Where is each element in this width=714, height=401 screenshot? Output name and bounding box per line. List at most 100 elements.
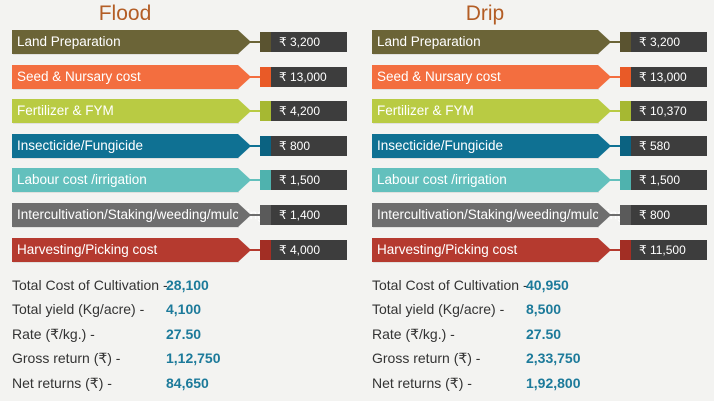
color-swatch bbox=[260, 205, 271, 225]
summary-label: Total Cost of Cultivation - bbox=[12, 277, 168, 293]
connector-line bbox=[250, 144, 260, 147]
cost-item-row: Land Preparation ₹ 3,200 bbox=[12, 30, 350, 54]
cost-item-label: Insecticide/Fungicide bbox=[12, 133, 238, 158]
cost-item-row: Insecticide/Fungicide ₹ 580 bbox=[372, 133, 710, 158]
arrow-pointer-icon bbox=[598, 203, 611, 227]
summary-label: Net returns (₹) - bbox=[12, 374, 112, 391]
color-swatch bbox=[260, 135, 271, 156]
cost-item-value: ₹ 13,000 bbox=[271, 66, 347, 87]
cost-item-label: Land Preparation bbox=[372, 30, 598, 54]
cost-item-value: ₹ 800 bbox=[271, 135, 347, 156]
color-swatch bbox=[620, 135, 631, 156]
connector-line bbox=[250, 75, 260, 78]
cost-item-value: ₹ 4,200 bbox=[271, 101, 347, 122]
cost-item-label: Labour cost /irrigation bbox=[372, 168, 598, 193]
summary-value: 4,100 bbox=[166, 301, 202, 318]
summary-value: 8,500 bbox=[526, 301, 562, 318]
arrow-pointer-icon bbox=[238, 237, 251, 262]
arrow-pointer-icon bbox=[598, 133, 611, 158]
cost-item-label: Harvesting/Picking cost bbox=[12, 237, 238, 262]
arrow-pointer-icon bbox=[238, 99, 251, 124]
cost-item-value: ₹ 1,500 bbox=[271, 170, 347, 191]
connector-line bbox=[610, 214, 620, 216]
color-swatch bbox=[260, 32, 271, 52]
connector-line bbox=[610, 41, 620, 43]
cost-item-row: Intercultivation/Staking/weeding/mulchin… bbox=[12, 203, 350, 227]
color-swatch bbox=[260, 66, 271, 87]
arrow-pointer-icon bbox=[238, 168, 251, 193]
connector-line bbox=[250, 41, 260, 43]
arrow-pointer-icon bbox=[598, 64, 611, 89]
arrow-pointer-icon bbox=[598, 30, 611, 54]
flood-title: Flood bbox=[98, 2, 152, 25]
summary-label: Total yield (Kg/acre) - bbox=[372, 301, 505, 318]
color-swatch bbox=[620, 239, 631, 260]
cost-item-value: ₹ 13,000 bbox=[631, 66, 707, 87]
cost-item-row: Land Preparation ₹ 3,200 bbox=[372, 30, 710, 54]
summary-label: Total Cost of Cultivation - bbox=[372, 277, 528, 293]
cost-item-row: Intercultivation/Staking/weeding/mulchin… bbox=[372, 203, 710, 227]
cost-item-row: Labour cost /irrigation ₹ 1,500 bbox=[372, 168, 710, 193]
connector-line bbox=[250, 248, 260, 251]
drip-title: Drip bbox=[465, 2, 505, 25]
summary-label: Rate (₹/kg.) - bbox=[372, 325, 455, 342]
connector-line bbox=[610, 248, 620, 251]
cost-item-label: Labour cost /irrigation bbox=[12, 168, 238, 193]
cost-item-label: Intercultivation/Staking/weeding/mulchin… bbox=[12, 203, 265, 227]
color-swatch bbox=[620, 205, 631, 225]
cost-item-row: Harvesting/Picking cost ₹ 4,000 bbox=[12, 237, 350, 262]
cost-item-label: Intercultivation/Staking/weeding/mulchin… bbox=[372, 203, 625, 227]
color-swatch bbox=[620, 101, 631, 122]
cost-item-value: ₹ 11,500 bbox=[631, 239, 707, 260]
cost-item-value: ₹ 4,000 bbox=[271, 239, 347, 260]
summary-value: 2,33,750 bbox=[526, 350, 581, 367]
summary-value: 27.50 bbox=[526, 325, 562, 342]
cost-item-value: ₹ 1,400 bbox=[271, 205, 347, 225]
summary-value: 40,950 bbox=[526, 277, 569, 293]
summary-value: 1,92,800 bbox=[526, 374, 581, 391]
cost-item-value: ₹ 1,500 bbox=[631, 170, 707, 191]
summary-value: 28,100 bbox=[166, 277, 209, 293]
connector-line bbox=[610, 110, 620, 113]
arrow-pointer-icon bbox=[598, 237, 611, 262]
connector-line bbox=[250, 214, 260, 216]
cost-item-row: Harvesting/Picking cost ₹ 11,500 bbox=[372, 237, 710, 262]
cost-item-label: Seed & Nursary cost bbox=[12, 64, 238, 89]
arrow-pointer-icon bbox=[238, 30, 251, 54]
color-swatch bbox=[260, 170, 271, 191]
arrow-pointer-icon bbox=[598, 99, 611, 124]
cost-item-value: ₹ 580 bbox=[631, 135, 707, 156]
summary-value: 1,12,750 bbox=[166, 350, 221, 367]
cost-item-row: Seed & Nursary cost ₹ 13,000 bbox=[372, 64, 710, 89]
summary-label: Total yield (Kg/acre) - bbox=[12, 301, 145, 318]
color-swatch bbox=[260, 101, 271, 122]
color-swatch bbox=[260, 239, 271, 260]
cost-item-label: Fertilizer & FYM bbox=[372, 99, 598, 124]
cost-item-value: ₹ 3,200 bbox=[631, 32, 707, 52]
connector-line bbox=[250, 179, 260, 182]
connector-line bbox=[610, 179, 620, 182]
arrow-pointer-icon bbox=[598, 168, 611, 193]
arrow-pointer-icon bbox=[238, 64, 251, 89]
flood-panel: Flood Land Preparation ₹ 3,200 Seed & Nurs… bbox=[0, 0, 350, 401]
connector-line bbox=[250, 110, 260, 113]
arrow-pointer-icon bbox=[238, 203, 251, 227]
cost-item-row: Seed & Nursary cost ₹ 13,000 bbox=[12, 64, 350, 89]
color-swatch bbox=[620, 170, 631, 191]
cost-item-label: Seed & Nursary cost bbox=[372, 64, 598, 89]
connector-line bbox=[610, 144, 620, 147]
arrow-pointer-icon bbox=[238, 133, 251, 158]
cost-item-label: Fertilizer & FYM bbox=[12, 99, 238, 124]
summary-label: Rate (₹/kg.) - bbox=[12, 325, 95, 342]
cost-item-label: Land Preparation bbox=[12, 30, 238, 54]
cost-item-value: ₹ 800 bbox=[631, 205, 707, 225]
summary-label: Gross return (₹) - bbox=[372, 350, 481, 367]
cost-item-value: ₹ 3,200 bbox=[271, 32, 347, 52]
cost-item-label: Harvesting/Picking cost bbox=[372, 237, 598, 262]
cost-item-row: Insecticide/Fungicide ₹ 800 bbox=[12, 133, 350, 158]
color-swatch bbox=[620, 32, 631, 52]
cost-item-label: Insecticide/Fungicide bbox=[372, 133, 598, 158]
color-swatch bbox=[620, 66, 631, 87]
drip-panel: Drip Land Preparation ₹ 3,200 Seed & Nursa… bbox=[360, 0, 710, 401]
summary-label: Gross return (₹) - bbox=[12, 350, 121, 367]
